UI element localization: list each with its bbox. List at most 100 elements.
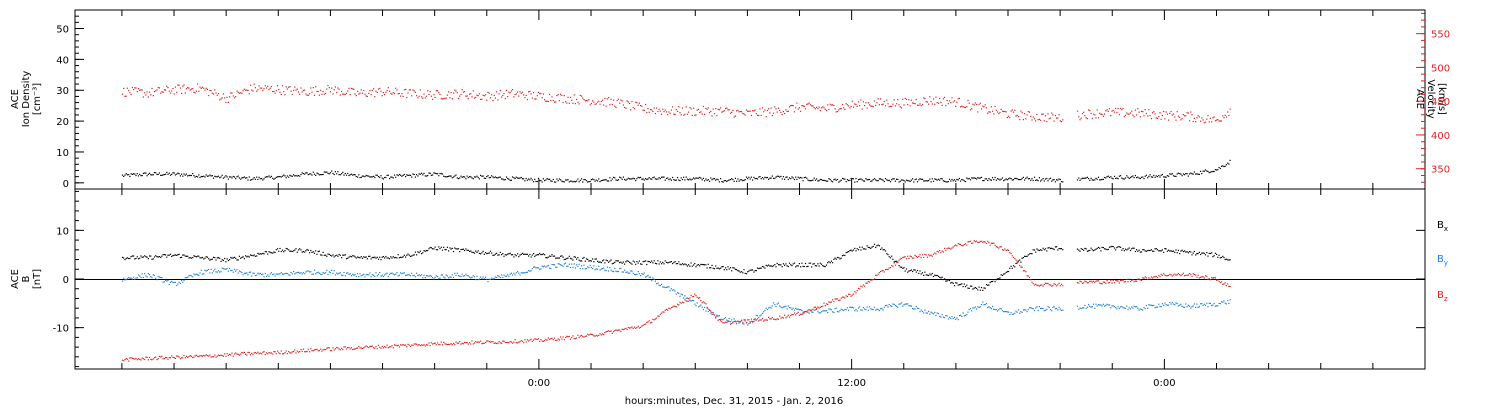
- density-point: [640, 176, 642, 178]
- velocity-point: [376, 91, 378, 94]
- by-point: [1088, 304, 1090, 306]
- bx-point: [146, 256, 148, 258]
- bz-point: [557, 338, 559, 340]
- bx-point: [582, 257, 584, 259]
- bx-point: [896, 260, 898, 262]
- by-point: [1000, 308, 1002, 310]
- density-point: [1211, 171, 1213, 173]
- by-point: [433, 278, 435, 280]
- by-point: [354, 274, 356, 276]
- velocity-point: [210, 90, 212, 92]
- velocity-point: [663, 111, 665, 113]
- density-point: [322, 173, 324, 176]
- bz-point: [393, 344, 396, 346]
- bx-point: [437, 249, 439, 251]
- bz-point: [518, 341, 520, 343]
- density-point: [962, 179, 964, 181]
- velocity-point: [393, 92, 396, 95]
- density-point: [939, 179, 941, 181]
- density-point: [478, 178, 480, 180]
- velocity-point: [699, 111, 701, 113]
- by-point: [760, 314, 762, 316]
- bx-point: [930, 274, 932, 276]
- bx-point: [445, 249, 447, 251]
- bz-point: [694, 293, 696, 295]
- density-point: [1116, 177, 1118, 179]
- velocity-point: [882, 103, 884, 105]
- by-point: [958, 315, 960, 317]
- by-point: [744, 320, 746, 322]
- bz-point: [1025, 271, 1027, 273]
- by-point: [270, 272, 272, 274]
- density-point: [242, 177, 244, 179]
- bz-point: [496, 342, 498, 345]
- bz-point: [249, 354, 252, 356]
- bx-point: [1164, 248, 1166, 250]
- velocity-point: [662, 108, 664, 110]
- bz-point: [864, 285, 866, 287]
- bz-point: [955, 244, 957, 246]
- bz-point: [605, 331, 607, 333]
- by-point: [1207, 306, 1209, 308]
- bz-point: [811, 309, 813, 311]
- bz-point: [504, 341, 506, 343]
- density-point: [375, 174, 377, 176]
- velocity-point: [1076, 110, 1079, 112]
- by-point: [893, 303, 895, 305]
- by-point: [747, 324, 749, 326]
- bx-point: [958, 284, 960, 286]
- velocity-point: [675, 109, 677, 111]
- bx-point: [251, 254, 253, 256]
- velocity-point: [227, 101, 229, 103]
- density-point: [214, 175, 216, 177]
- velocity-point: [753, 110, 755, 112]
- density-point: [979, 177, 981, 179]
- bx-point: [375, 257, 377, 259]
- by-point: [486, 278, 488, 280]
- by-point: [306, 270, 308, 272]
- bz-point: [1165, 275, 1167, 277]
- by-point: [142, 276, 144, 278]
- top-panel-frame: [74, 9, 1426, 190]
- bx-point: [840, 257, 842, 259]
- by-point: [453, 276, 455, 278]
- velocity-point: [729, 112, 732, 114]
- velocity-point: [562, 101, 564, 104]
- by-point: [331, 269, 333, 271]
- velocity-point: [1169, 112, 1171, 114]
- by-point: [510, 272, 512, 274]
- velocity-point: [702, 105, 704, 108]
- velocity-point: [1060, 121, 1063, 123]
- bx-point: [396, 257, 398, 259]
- by-point: [134, 278, 136, 280]
- by-point: [332, 272, 334, 274]
- bz-point: [416, 343, 418, 345]
- bz-point: [849, 293, 851, 295]
- density-point: [668, 179, 670, 181]
- velocity-point: [518, 95, 520, 97]
- velocity-point: [355, 95, 357, 97]
- density-point: [774, 177, 776, 180]
- velocity-point: [1145, 112, 1147, 115]
- bz-point: [373, 347, 375, 349]
- by-point: [860, 309, 862, 311]
- bx-point: [841, 255, 844, 257]
- velocity-point: [1090, 112, 1092, 115]
- bx-point: [875, 246, 877, 249]
- by-point: [230, 269, 232, 272]
- density-point: [539, 180, 541, 182]
- by-point: [1225, 303, 1227, 305]
- bx-point: [150, 255, 152, 257]
- velocity-point: [572, 102, 574, 104]
- velocity-point: [1089, 110, 1091, 112]
- density-point: [320, 174, 322, 176]
- bx-point: [808, 262, 810, 264]
- bx-point: [737, 270, 739, 272]
- by-point: [1122, 307, 1124, 309]
- density-point: [726, 180, 728, 183]
- by-point: [423, 274, 425, 276]
- density-point: [344, 172, 346, 175]
- bz-point: [910, 256, 912, 258]
- bz-point: [1227, 283, 1229, 285]
- b-tick-label: 0: [63, 275, 69, 286]
